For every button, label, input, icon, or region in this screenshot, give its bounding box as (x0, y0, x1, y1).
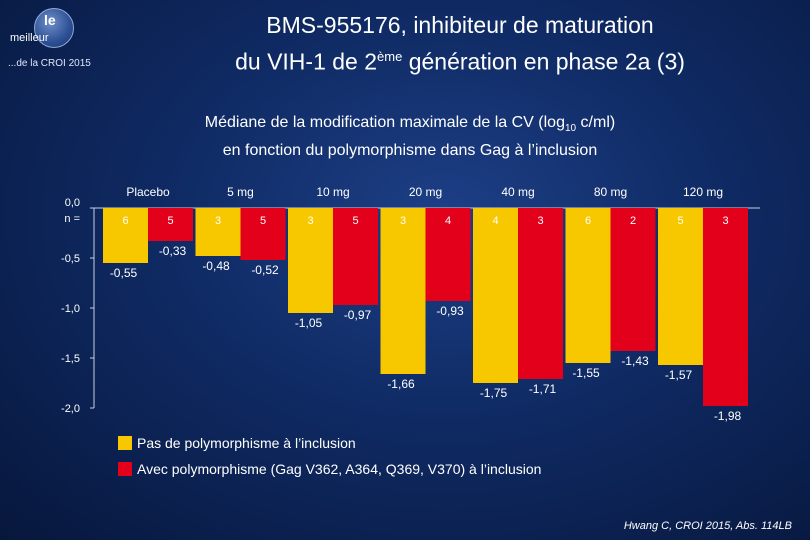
logo-le: le (44, 12, 56, 28)
category-label: 40 mg (501, 185, 534, 199)
title-line2: du VIH-1 de 2ème génération en phase 2a … (235, 48, 685, 75)
bar (610, 208, 656, 351)
legend-swatch-yellow (118, 436, 132, 450)
value-label: -1,98 (714, 409, 742, 423)
source-citation: Hwang C, CROI 2015, Abs. 114LB (623, 520, 792, 532)
logo-subtitle: ...de la CROI 2015 (8, 58, 91, 69)
n-value: 6 (585, 215, 591, 227)
n-value: 4 (445, 215, 451, 227)
chart-title-line2: en fonction du polymorphisme dans Gag à … (222, 142, 598, 160)
bar (240, 208, 286, 260)
value-label: -0,97 (344, 308, 372, 322)
value-label: -1,71 (529, 382, 557, 396)
category-label: Placebo (126, 185, 170, 199)
n-value: 3 (722, 215, 728, 227)
value-label: -0,33 (159, 244, 187, 258)
y-tick-label: -1,5 (61, 353, 80, 365)
legend-item-no-polymorphism: Pas de polymorphisme à l’inclusion (118, 430, 541, 456)
category-label: 10 mg (316, 185, 349, 199)
n-value: 5 (167, 215, 173, 227)
category-label: 5 mg (227, 185, 254, 199)
bar (333, 208, 378, 305)
legend: Pas de polymorphisme à l’inclusion Avec … (118, 430, 541, 482)
title-line1: BMS-955176, inhibiteur de maturation (266, 12, 654, 38)
logo-meilleur: meilleur (10, 32, 49, 44)
bar (195, 208, 241, 256)
n-value: 5 (677, 215, 683, 227)
legend-label-with-polymorphism: Avec polymorphisme (Gag V362, A364, Q369… (137, 461, 542, 477)
value-label: -1,57 (665, 368, 693, 382)
n-value: 2 (630, 215, 636, 227)
y-tick-label: -0,5 (61, 253, 80, 265)
legend-label-no-polymorphism: Pas de polymorphisme à l’inclusion (137, 435, 356, 451)
legend-swatch-red (118, 462, 132, 476)
logo-circle (34, 8, 74, 48)
n-value: 3 (307, 215, 313, 227)
bar (473, 208, 518, 383)
legend-item-with-polymorphism: Avec polymorphisme (Gag V362, A364, Q369… (118, 456, 541, 482)
n-row-label: n = (64, 213, 80, 225)
chart-title-line1: Médiane de la modification maximale de l… (204, 114, 616, 135)
logo: le meilleur ...de la CROI 2015 (8, 6, 118, 76)
n-value: 3 (215, 215, 221, 227)
bar (703, 208, 748, 406)
value-label: -1,43 (621, 354, 649, 368)
n-value: 6 (122, 215, 128, 227)
bar (565, 208, 611, 363)
value-label: -0,93 (436, 304, 464, 318)
value-label: -1,05 (295, 316, 323, 330)
n-value: 4 (492, 215, 498, 227)
bar (425, 208, 471, 301)
y-tick-label: -2,0 (61, 403, 80, 415)
value-label: -1,66 (387, 377, 415, 391)
value-label: -0,48 (202, 259, 230, 273)
slide-title: BMS-955176, inhibiteur de maturation du … (150, 10, 770, 78)
chart-title: Médiane de la modification maximale de l… (100, 112, 720, 162)
y-tick-label: -1,0 (61, 303, 80, 315)
bar (518, 208, 563, 379)
y-tick-label: 0,0 (65, 197, 80, 209)
n-value: 5 (260, 215, 266, 227)
category-label: 20 mg (409, 185, 442, 199)
bar (148, 208, 193, 241)
n-value: 3 (537, 215, 543, 227)
value-label: -0,52 (251, 263, 279, 277)
value-label: -1,55 (572, 366, 600, 380)
bar (103, 208, 148, 263)
bar (288, 208, 333, 313)
n-value: 3 (400, 215, 406, 227)
bar (380, 208, 426, 374)
value-label: -0,55 (110, 266, 138, 280)
bar (658, 208, 703, 365)
n-value: 5 (352, 215, 358, 227)
category-label: 80 mg (594, 185, 627, 199)
value-label: -1,75 (480, 386, 508, 400)
category-label: 120 mg (683, 185, 723, 199)
